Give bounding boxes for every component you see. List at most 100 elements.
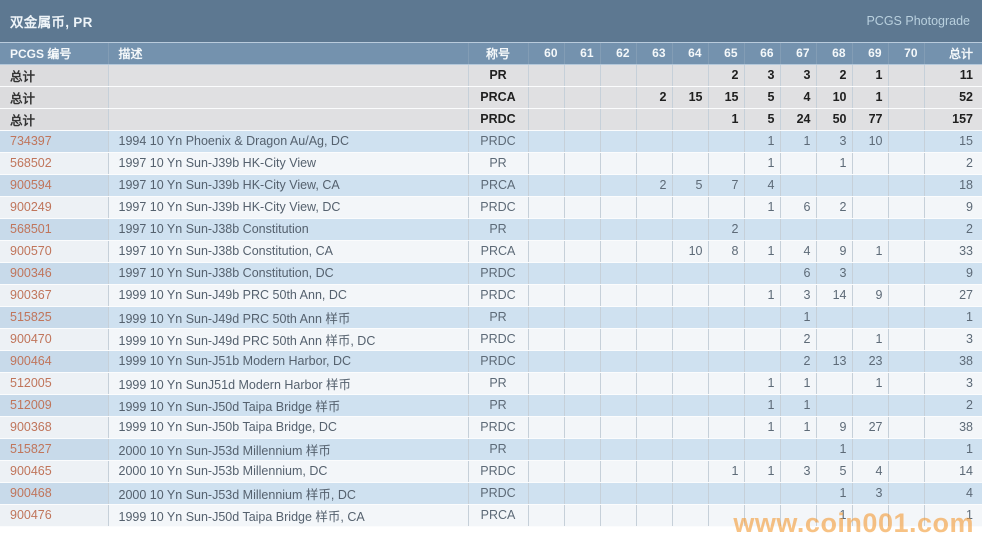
grade-60-cell — [528, 350, 565, 373]
row-total-cell: 1 — [924, 306, 982, 329]
grade-69-cell: 1 — [852, 64, 889, 87]
grade-66-cell: 1 — [744, 240, 781, 263]
pcgs-number-link[interactable]: 900476 — [10, 508, 52, 522]
table-row: 568502 1997 10 Yn Sun-J39b HK-City View PR… — [0, 152, 982, 175]
grade-70-cell — [888, 394, 925, 417]
header-total: 总计 — [924, 43, 982, 65]
grade-65-cell: 15 — [708, 86, 745, 109]
grade-67-cell: 4 — [780, 86, 817, 109]
pcgs-number-link[interactable]: 515825 — [10, 310, 52, 324]
pcgs-number-link[interactable]: 900470 — [10, 332, 52, 346]
description-cell: 1994 10 Yn Phoenix & Dragon Au/Ag, DC — [108, 130, 469, 153]
grade-63-cell — [636, 64, 673, 87]
grade-61-cell — [564, 174, 601, 197]
grade-63-cell: 2 — [636, 174, 673, 197]
grade-66-cell: 3 — [744, 64, 781, 87]
grade-60-cell — [528, 152, 565, 175]
grade-67-cell: 4 — [780, 240, 817, 263]
grade-66-cell: 1 — [744, 152, 781, 175]
grade-63-cell — [636, 108, 673, 131]
pcgs-number-link[interactable]: 900570 — [10, 244, 52, 258]
table-row: 900346 1997 10 Yn Sun-J38b Constitution, … — [0, 262, 982, 285]
pcgs-number-link[interactable]: 900346 — [10, 266, 52, 280]
grade-64-cell — [672, 460, 709, 483]
description-cell: 2000 10 Yn Sun-J53b Millennium, DC — [108, 460, 469, 483]
grade-66-cell: 1 — [744, 130, 781, 153]
pcgs-number-cell: 512005 — [0, 372, 109, 395]
row-total-cell: 52 — [924, 86, 982, 109]
pcgs-number-link[interactable]: 568501 — [10, 222, 52, 236]
designation-cell: PR — [468, 372, 529, 395]
grade-70-cell — [888, 372, 925, 395]
pcgs-number-link[interactable]: 900368 — [10, 420, 52, 434]
grade-70-cell — [888, 504, 925, 527]
grade-64-cell — [672, 152, 709, 175]
grade-66-cell — [744, 306, 781, 329]
row-total-cell: 3 — [924, 328, 982, 351]
row-total-cell: 27 — [924, 284, 982, 307]
header-grade-67: 67 — [780, 43, 817, 65]
table-row: 900368 1999 10 Yn Sun-J50b Taipa Bridge, … — [0, 416, 982, 439]
grade-65-cell — [708, 130, 745, 153]
header-grade-66: 66 — [744, 43, 781, 65]
grade-66-cell — [744, 328, 781, 351]
designation-cell: PRDC — [468, 196, 529, 219]
header-grade-62: 62 — [600, 43, 637, 65]
grade-67-cell: 2 — [780, 350, 817, 373]
pcgs-number-link[interactable]: 900367 — [10, 288, 52, 302]
header-grade-61: 61 — [564, 43, 601, 65]
grade-68-cell: 2 — [816, 64, 853, 87]
table-row: 515827 2000 10 Yn Sun-J53d Millennium 样币 P… — [0, 438, 982, 461]
grade-68-cell: 1 — [816, 152, 853, 175]
grade-64-cell — [672, 262, 709, 285]
pcgs-number-link[interactable]: 512005 — [10, 376, 52, 390]
grade-63-cell — [636, 416, 673, 439]
grade-66-cell: 1 — [744, 196, 781, 219]
pcgs-number-cell: 568502 — [0, 152, 109, 175]
grade-62-cell — [600, 438, 637, 461]
designation-cell: PRCA — [468, 174, 529, 197]
pcgs-number-link[interactable]: 900465 — [10, 464, 52, 478]
pcgs-number-link[interactable]: 512009 — [10, 398, 52, 412]
pcgs-number-link[interactable]: 900464 — [10, 354, 52, 368]
grade-61-cell — [564, 372, 601, 395]
header-grade-70: 70 — [888, 43, 925, 65]
grade-62-cell — [600, 350, 637, 373]
pcgs-number-link[interactable]: 734397 — [10, 134, 52, 148]
grade-68-cell: 50 — [816, 108, 853, 131]
pcgs-number-link[interactable]: 900468 — [10, 486, 52, 500]
pcgs-number-link[interactable]: 515827 — [10, 442, 52, 456]
grade-60-cell — [528, 86, 565, 109]
pcgs-number-link[interactable]: 900249 — [10, 200, 52, 214]
population-table: PCGS 编号 描述 称号 60 61 62 63 64 65 66 67 68 69 70 总计 总… — [0, 43, 982, 527]
grade-66-cell: 1 — [744, 394, 781, 417]
pcgs-photograde-link[interactable]: PCGS Photograde — [866, 14, 970, 28]
grade-70-cell — [888, 108, 925, 131]
grade-68-cell: 9 — [816, 416, 853, 439]
grade-68-cell — [816, 306, 853, 329]
pcgs-number-cell: 900476 — [0, 504, 109, 527]
pcgs-number-link[interactable]: 900594 — [10, 178, 52, 192]
grade-60-cell — [528, 262, 565, 285]
grade-65-cell: 2 — [708, 218, 745, 241]
description-cell: 1999 10 Yn Sun-J50d Taipa Bridge 样币 — [108, 394, 469, 417]
grade-62-cell — [600, 372, 637, 395]
row-total-cell: 4 — [924, 482, 982, 505]
row-total-cell: 1 — [924, 504, 982, 527]
pcgs-number-cell: 900465 — [0, 460, 109, 483]
row-total-cell: 38 — [924, 416, 982, 439]
grade-63-cell — [636, 196, 673, 219]
grade-68-cell — [816, 218, 853, 241]
total-row-prdc: 总计 PRDC 1 5 24 50 77 157 — [0, 108, 982, 131]
title-bar: 双金属币, PR PCGS Photograde — [0, 0, 982, 43]
row-total-cell: 2 — [924, 394, 982, 417]
row-total-cell: 1 — [924, 438, 982, 461]
designation-cell: PRDC — [468, 108, 529, 131]
table-row: 900594 1997 10 Yn Sun-J39b HK-City View, … — [0, 174, 982, 197]
grade-66-cell — [744, 350, 781, 373]
row-total-cell: 9 — [924, 196, 982, 219]
grade-62-cell — [600, 284, 637, 307]
pcgs-number-link[interactable]: 568502 — [10, 156, 52, 170]
grade-65-cell: 7 — [708, 174, 745, 197]
grade-66-cell: 4 — [744, 174, 781, 197]
